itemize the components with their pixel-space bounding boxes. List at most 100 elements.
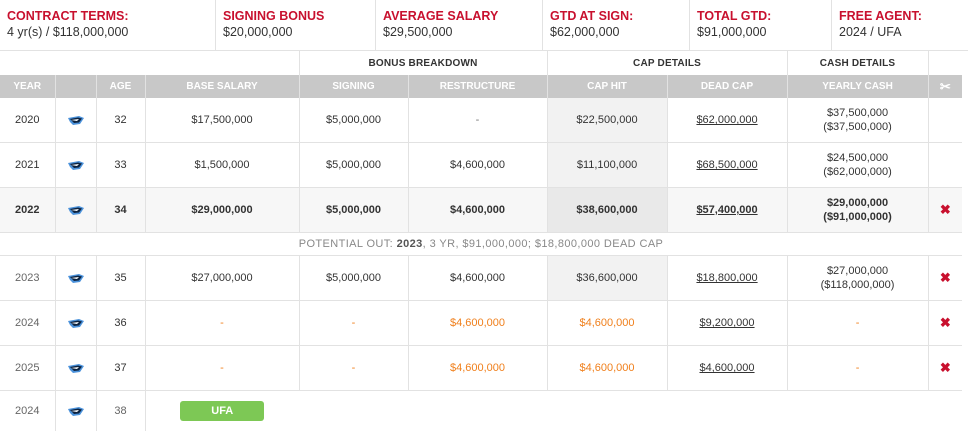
cap-hit-cell: $4,600,000 <box>547 301 667 346</box>
summary-value: $62,000,000 <box>550 24 682 40</box>
x-icon[interactable]: ✖ <box>940 270 951 285</box>
group-header-bonus: BONUS BREAKDOWN <box>299 51 547 75</box>
col-header-dead-cap[interactable]: DEAD CAP <box>667 75 787 98</box>
titans-logo-icon <box>67 114 85 126</box>
yearly-cash-value: $27,000,000 <box>788 264 928 278</box>
restructure-cell: $4,600,000 <box>408 188 547 233</box>
dead-cap-link[interactable]: $62,000,000 <box>696 114 757 126</box>
x-icon[interactable]: ✖ <box>940 315 951 330</box>
contract-summary: CONTRACT TERMS: 4 yr(s) / $118,000,000 S… <box>0 0 968 51</box>
col-header-age[interactable]: AGE <box>96 75 145 98</box>
cumulative-cash-value: ($62,000,000) <box>788 165 928 179</box>
x-icon[interactable]: ✖ <box>940 202 951 217</box>
cut-cell <box>928 98 962 143</box>
year-cell: 2021 <box>0 143 55 188</box>
yearly-cash-value: $37,500,000 <box>788 106 928 120</box>
group-header-blank <box>928 51 962 75</box>
restructure-cell: - <box>408 98 547 143</box>
cap-hit-cell: $11,100,000 <box>547 143 667 188</box>
summary-label: GTD AT SIGN: <box>550 9 682 24</box>
team-cell <box>55 301 96 346</box>
col-header-yearly-cash[interactable]: YEARLY CASH <box>787 75 928 98</box>
dead-cap-cell: $57,400,000 <box>667 188 787 233</box>
cap-hit-cell: $36,600,000 <box>547 256 667 301</box>
summary-label: CONTRACT TERMS: <box>7 9 208 24</box>
signing-cell: - <box>299 301 408 346</box>
dead-cap-link[interactable]: $18,800,000 <box>696 272 757 284</box>
yearly-cash-cell: $29,000,000($91,000,000) <box>787 188 928 233</box>
base-salary-cell: - <box>145 346 299 391</box>
titans-logo-icon <box>67 405 85 417</box>
cumulative-cash-value: ($91,000,000) <box>788 210 928 224</box>
restructure-cell: $4,600,000 <box>408 256 547 301</box>
yearly-cash-value: $24,500,000 <box>788 151 928 165</box>
restructure-cell: $4,600,000 <box>408 346 547 391</box>
col-header-year[interactable]: YEAR <box>0 75 55 98</box>
year-cell: 2020 <box>0 98 55 143</box>
group-header-row: BONUS BREAKDOWN CAP DETAILS CASH DETAILS <box>0 51 962 75</box>
base-salary-cell: $17,500,000 <box>145 98 299 143</box>
restructure-cell: $4,600,000 <box>408 301 547 346</box>
summary-value: 4 yr(s) / $118,000,000 <box>7 24 208 40</box>
age-cell: 32 <box>96 98 145 143</box>
year-cell: 2024 <box>0 391 55 431</box>
dead-cap-cell: $18,800,000 <box>667 256 787 301</box>
col-header-restructure[interactable]: RESTRUCTURE <box>408 75 547 98</box>
col-header-cap-hit[interactable]: CAP HIT <box>547 75 667 98</box>
base-salary-cell: $29,000,000 <box>145 188 299 233</box>
summary-value: $91,000,000 <box>697 24 824 40</box>
dead-cap-cell: $9,200,000 <box>667 301 787 346</box>
dead-cap-cell: $4,600,000 <box>667 346 787 391</box>
scissors-icon[interactable]: ✂ <box>940 79 951 94</box>
summary-average-salary: AVERAGE SALARY $29,500,000 <box>376 0 543 50</box>
table-row: 2020 32 $17,500,000 $5,000,000 - $22,500… <box>0 98 962 143</box>
col-header-signing[interactable]: SIGNING <box>299 75 408 98</box>
age-cell: 34 <box>96 188 145 233</box>
dead-cap-cell: $62,000,000 <box>667 98 787 143</box>
summary-label: TOTAL GTD: <box>697 9 824 24</box>
summary-label: FREE AGENT: <box>839 9 955 24</box>
titans-logo-icon <box>67 272 85 284</box>
cumulative-cash-value: ($37,500,000) <box>788 120 928 134</box>
yearly-cash-cell: - <box>787 346 928 391</box>
titans-logo-icon <box>67 317 85 329</box>
dead-cap-link[interactable]: $68,500,000 <box>696 159 757 171</box>
dead-cap-link[interactable]: $57,400,000 <box>696 204 757 216</box>
cut-cell: ✖ <box>928 256 962 301</box>
yearly-cash-cell: $37,500,000($37,500,000) <box>787 98 928 143</box>
summary-contract-terms: CONTRACT TERMS: 4 yr(s) / $118,000,000 <box>0 0 216 50</box>
summary-value: $29,500,000 <box>383 24 535 40</box>
base-salary-cell: - <box>145 301 299 346</box>
cut-cell: ✖ <box>928 301 962 346</box>
potential-out-prefix: POTENTIAL OUT: <box>299 238 397 250</box>
ufa-badge: UFA <box>180 401 264 421</box>
dead-cap-link[interactable]: $9,200,000 <box>699 317 754 329</box>
age-cell: 35 <box>96 256 145 301</box>
table-row: 2021 33 $1,500,000 $5,000,000 $4,600,000… <box>0 143 962 188</box>
summary-label: AVERAGE SALARY <box>383 9 535 24</box>
column-header-row: YEAR AGE BASE SALARY SIGNING RESTRUCTURE… <box>0 75 962 98</box>
year-cell: 2025 <box>0 346 55 391</box>
table-row: 2025 37 - - $4,600,000 $4,600,000 $4,600… <box>0 346 962 391</box>
x-icon[interactable]: ✖ <box>940 360 951 375</box>
cap-hit-cell: $22,500,000 <box>547 98 667 143</box>
contract-table: BONUS BREAKDOWN CAP DETAILS CASH DETAILS… <box>0 51 962 431</box>
age-cell: 33 <box>96 143 145 188</box>
table-row-free-agent: 2024 38 UFA <box>0 391 962 431</box>
summary-label: SIGNING BONUS <box>223 9 368 24</box>
col-header-base-salary[interactable]: BASE SALARY <box>145 75 299 98</box>
team-cell <box>55 143 96 188</box>
titans-logo-icon <box>67 159 85 171</box>
dead-cap-link[interactable]: $4,600,000 <box>699 362 754 374</box>
col-header-team <box>55 75 96 98</box>
table-row: 2023 35 $27,000,000 $5,000,000 $4,600,00… <box>0 256 962 301</box>
year-cell: 2022 <box>0 188 55 233</box>
age-cell: 36 <box>96 301 145 346</box>
cut-cell <box>928 143 962 188</box>
base-salary-cell: $27,000,000 <box>145 256 299 301</box>
year-cell: 2023 <box>0 256 55 301</box>
group-header-blank <box>0 51 299 75</box>
col-header-cut[interactable]: ✂ <box>928 75 962 98</box>
potential-out-suffix: , 3 YR, $91,000,000; $18,800,000 DEAD CA… <box>423 238 664 250</box>
status-cell: UFA <box>145 391 299 431</box>
